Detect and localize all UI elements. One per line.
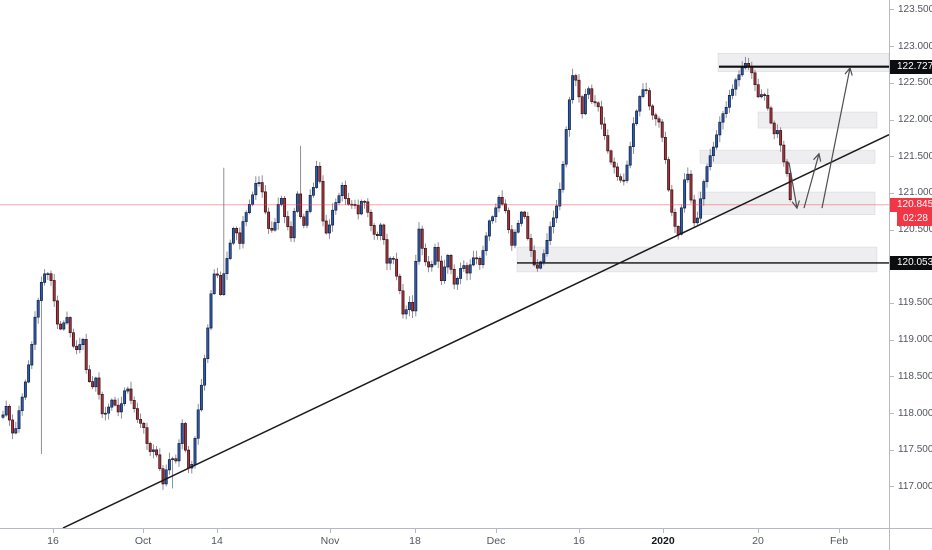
- price-tick: [890, 449, 894, 451]
- up-arrow-shaft[interactable]: [803, 153, 820, 209]
- zone-rectangle[interactable]: [516, 246, 878, 273]
- time-tick-label: Nov: [320, 535, 340, 547]
- time-axis-border: [0, 528, 932, 529]
- price-tick: [890, 302, 894, 304]
- price-tick: [890, 339, 894, 341]
- price-tick-label: 121.000: [898, 187, 932, 199]
- price-tick: [890, 413, 894, 415]
- time-tick: [415, 529, 416, 533]
- price-tick: [890, 119, 894, 121]
- price-tick: [890, 229, 894, 231]
- horizontal-level-lines[interactable]: [517, 65, 889, 264]
- time-tick: [143, 529, 144, 533]
- price-tick: [890, 82, 894, 84]
- zone-rectangle[interactable]: [757, 111, 878, 129]
- price-label-current-price: 120.845: [890, 197, 932, 212]
- time-tick: [758, 529, 759, 533]
- price-label-support: 120.053: [890, 255, 932, 270]
- time-tick: [579, 529, 580, 533]
- time-tick: [496, 529, 497, 533]
- price-axis-border: [889, 0, 890, 550]
- time-tick: [53, 529, 54, 533]
- down-arrow-head: [791, 200, 800, 210]
- price-axis[interactable]: 123.500 123.000 122.500 122.000 121.500 121.0…: [890, 0, 932, 528]
- up-arrow-head: [813, 152, 822, 162]
- down-candles: [7, 63, 792, 485]
- price-tick-label: 123.000: [898, 40, 932, 52]
- zone-rectangle[interactable]: [699, 149, 876, 164]
- supply-demand-zones[interactable]: [516, 52, 890, 273]
- price-tick: [890, 486, 894, 488]
- price-pane[interactable]: [0, 0, 890, 528]
- time-tick-label: Dec: [486, 535, 506, 547]
- price-tick-label: 117.000: [898, 480, 932, 492]
- price-tick-label: 121.500: [898, 150, 932, 162]
- up-arrow-head: [844, 66, 853, 76]
- time-axis[interactable]: 16 Oct 14 Nov 18 Dec 16 2020 20 Feb: [0, 529, 890, 550]
- price-tick-label: 119.500: [898, 297, 932, 309]
- price-tick-label: 119.000: [898, 334, 932, 346]
- price-label-resistance: 122.727: [890, 59, 932, 74]
- time-tick-label: 16: [47, 535, 59, 547]
- time-tick: [663, 529, 664, 533]
- up-candles: [1, 63, 779, 485]
- zone-rectangle[interactable]: [717, 52, 890, 72]
- time-tick-label: 18: [409, 535, 421, 547]
- time-tick-label: 2020: [651, 535, 675, 547]
- price-tick: [890, 156, 894, 158]
- price-tick-label: 123.500: [898, 3, 932, 15]
- time-tick: [839, 529, 840, 533]
- bar-countdown-timer: 02:28: [897, 211, 932, 226]
- candlestick-series: [1, 56, 792, 490]
- zone-rectangle[interactable]: [697, 191, 876, 216]
- time-tick-label: 20: [752, 535, 764, 547]
- price-tick-label: 117.500: [898, 444, 932, 456]
- price-tick: [890, 192, 894, 194]
- time-tick: [330, 529, 331, 533]
- time-tick: [217, 529, 218, 533]
- price-tick-label: 122.000: [898, 114, 932, 126]
- time-tick-label: Feb: [829, 535, 849, 547]
- price-tick-label: 118.500: [898, 370, 932, 382]
- price-tick: [890, 9, 894, 11]
- price-tick: [890, 46, 894, 48]
- price-tick-label: 122.500: [898, 77, 932, 89]
- down-arrow-shaft[interactable]: [788, 162, 798, 209]
- time-tick-label: 16: [573, 535, 585, 547]
- projection-arrows[interactable]: [788, 66, 853, 210]
- trendline[interactable]: [62, 134, 890, 528]
- price-tick: [890, 376, 894, 378]
- up-arrow-shaft[interactable]: [821, 67, 851, 209]
- time-tick-label: 14: [211, 535, 223, 547]
- time-tick-label: Oct: [134, 535, 152, 547]
- price-tick-label: 118.000: [898, 407, 932, 419]
- price-tick-label: 120.500: [898, 224, 932, 236]
